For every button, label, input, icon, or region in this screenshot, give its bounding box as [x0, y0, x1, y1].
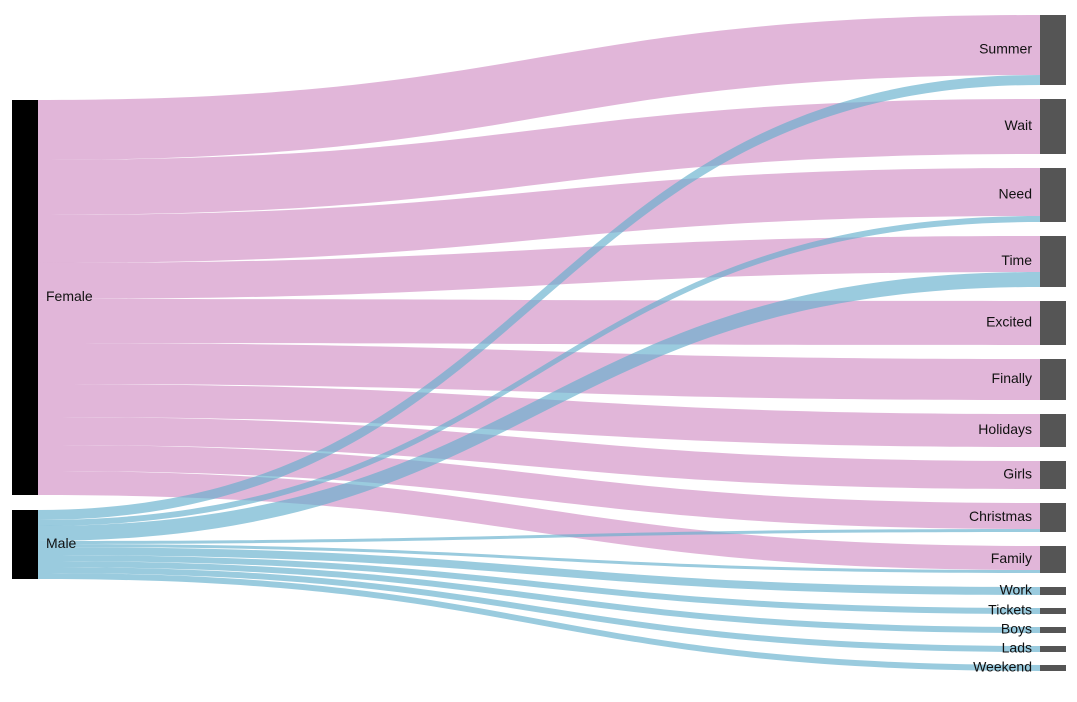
node-weekend[interactable]: [1040, 665, 1066, 671]
node-male[interactable]: [12, 510, 38, 579]
node-label-weekend: Weekend: [973, 659, 1032, 675]
node-girls[interactable]: [1040, 461, 1066, 489]
node-christmas[interactable]: [1040, 503, 1066, 532]
link-female-excited[interactable]: [38, 299, 1040, 345]
nodes-layer: Female Male Summer Wait Need Time Excited Final…: [12, 15, 1066, 675]
node-holidays[interactable]: [1040, 414, 1066, 447]
link-male-summer[interactable]: [38, 75, 1040, 520]
node-label-time: Time: [1001, 252, 1032, 268]
link-male-work[interactable]: [38, 547, 1040, 595]
link-male-need[interactable]: [38, 216, 1040, 526]
link-male-family[interactable]: [38, 544, 1040, 573]
link-male-christmas[interactable]: [38, 529, 1040, 544]
node-label-family: Family: [991, 550, 1032, 566]
node-label-lads: Lads: [1002, 640, 1032, 656]
node-label-female: Female: [46, 288, 93, 304]
node-finally[interactable]: [1040, 359, 1066, 400]
node-need[interactable]: [1040, 168, 1066, 222]
node-label-summer: Summer: [979, 41, 1032, 57]
node-label-boys: Boys: [1001, 621, 1032, 637]
link-female-summer[interactable]: [38, 15, 1040, 160]
link-male-weekend[interactable]: [38, 573, 1040, 671]
node-label-christmas: Christmas: [969, 508, 1032, 524]
node-summer[interactable]: [1040, 15, 1066, 85]
node-family[interactable]: [1040, 546, 1066, 573]
node-lads[interactable]: [1040, 646, 1066, 652]
node-label-girls: Girls: [1003, 466, 1032, 482]
link-male-lads[interactable]: [38, 567, 1040, 652]
node-label-wait: Wait: [1005, 117, 1033, 133]
node-label-holidays: Holidays: [978, 421, 1032, 437]
node-label-excited: Excited: [986, 314, 1032, 330]
link-female-girls[interactable]: [38, 417, 1040, 489]
node-wait[interactable]: [1040, 99, 1066, 154]
links-layer: [38, 15, 1040, 671]
node-excited[interactable]: [1040, 301, 1066, 345]
link-male-boys[interactable]: [38, 561, 1040, 633]
node-female[interactable]: [12, 100, 38, 495]
node-time[interactable]: [1040, 236, 1066, 287]
node-label-finally: Finally: [992, 370, 1032, 386]
link-female-holidays[interactable]: [38, 384, 1040, 447]
link-male-tickets[interactable]: [38, 555, 1040, 614]
node-label-need: Need: [999, 186, 1032, 202]
node-boys[interactable]: [1040, 627, 1066, 633]
link-male-time[interactable]: [38, 272, 1040, 541]
node-work[interactable]: [1040, 587, 1066, 595]
link-female-need[interactable]: [38, 168, 1040, 263]
node-label-tickets: Tickets: [988, 602, 1032, 618]
node-tickets[interactable]: [1040, 608, 1066, 614]
node-label-work: Work: [1000, 582, 1033, 598]
node-label-male: Male: [46, 535, 77, 551]
link-female-family[interactable]: [38, 471, 1040, 570]
